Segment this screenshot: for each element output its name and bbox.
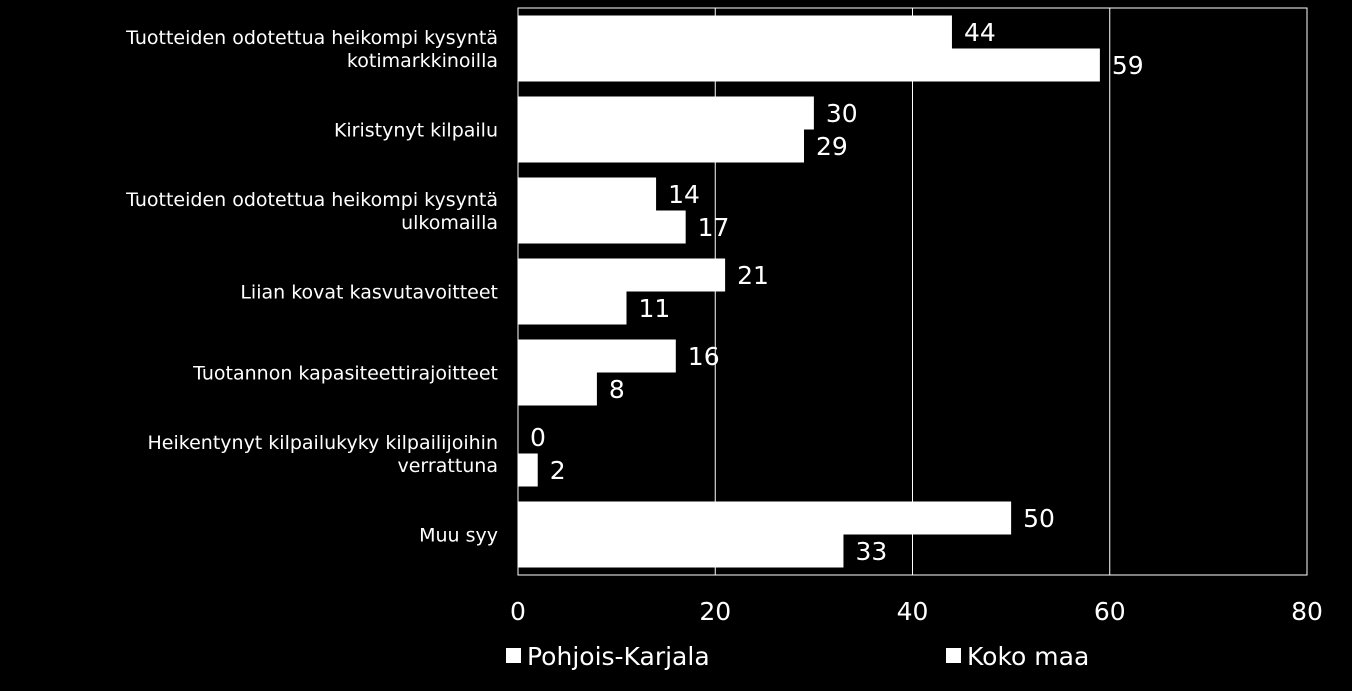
- data-label: 0: [530, 423, 546, 452]
- data-label: 50: [1023, 504, 1055, 533]
- data-label: 30: [826, 99, 858, 128]
- bar-pohjois-karjala: [518, 339, 676, 373]
- category-label: Kiristynyt kilpailu: [334, 120, 498, 142]
- legend-swatch: [506, 648, 521, 663]
- data-label: 59: [1112, 51, 1144, 80]
- x-tick-label: 0: [510, 597, 526, 626]
- x-tick-label: 20: [699, 597, 731, 626]
- category-labels-group: Tuotteiden odotettua heikompi kysyntäkot…: [125, 27, 498, 547]
- data-label: 17: [698, 213, 730, 242]
- category-label: verrattuna: [398, 455, 499, 477]
- x-tick-labels-group: 0 20 40 60 80: [510, 597, 1323, 626]
- category-label: Muu syy: [419, 525, 498, 547]
- bars-group: [518, 15, 1100, 568]
- category-label: Heikentynyt kilpailukyky kilpailijoihin: [148, 432, 498, 454]
- bar-koko-maa: [518, 129, 805, 163]
- x-tick-label: 40: [897, 597, 929, 626]
- data-label: 33: [855, 537, 887, 566]
- data-label: 11: [638, 294, 670, 323]
- bar-koko-maa: [518, 48, 1100, 82]
- category-label: Tuotteiden odotettua heikompi kysyntä: [125, 27, 498, 49]
- bar-koko-maa: [518, 453, 538, 487]
- bar-koko-maa: [518, 372, 597, 406]
- bar-pohjois-karjala: [518, 96, 814, 130]
- legend-label: Pohjois-Karjala: [527, 642, 710, 671]
- data-label: 21: [737, 261, 769, 290]
- data-label: 14: [668, 180, 700, 209]
- data-label: 44: [964, 18, 996, 47]
- bar-pohjois-karjala: [518, 501, 1012, 535]
- x-tick-label: 80: [1291, 597, 1323, 626]
- category-label: kotimarkkinoilla: [347, 50, 498, 72]
- legend-swatch: [946, 648, 961, 663]
- data-label: 2: [550, 456, 566, 485]
- bar-pohjois-karjala: [518, 177, 657, 211]
- category-label: ulkomailla: [401, 212, 498, 234]
- legend-label: Koko maa: [967, 642, 1089, 671]
- bar-koko-maa: [518, 210, 686, 244]
- bar-pohjois-karjala: [518, 15, 952, 49]
- data-label: 16: [688, 342, 720, 371]
- bar-koko-maa: [518, 291, 627, 325]
- category-label: Tuotteiden odotettua heikompi kysyntä: [125, 189, 498, 211]
- bar-koko-maa: [518, 534, 844, 568]
- category-label: Tuotannon kapasiteettirajoitteet: [192, 363, 498, 385]
- category-label: Liian kovat kasvutavoitteet: [240, 282, 498, 304]
- data-label: 8: [609, 375, 625, 404]
- grid-lines: [714, 8, 1111, 575]
- data-label: 29: [816, 132, 848, 161]
- x-tick-label: 60: [1094, 597, 1126, 626]
- bar-pohjois-karjala: [518, 258, 726, 292]
- legend: Pohjois-Karjala Koko maa: [506, 642, 1089, 671]
